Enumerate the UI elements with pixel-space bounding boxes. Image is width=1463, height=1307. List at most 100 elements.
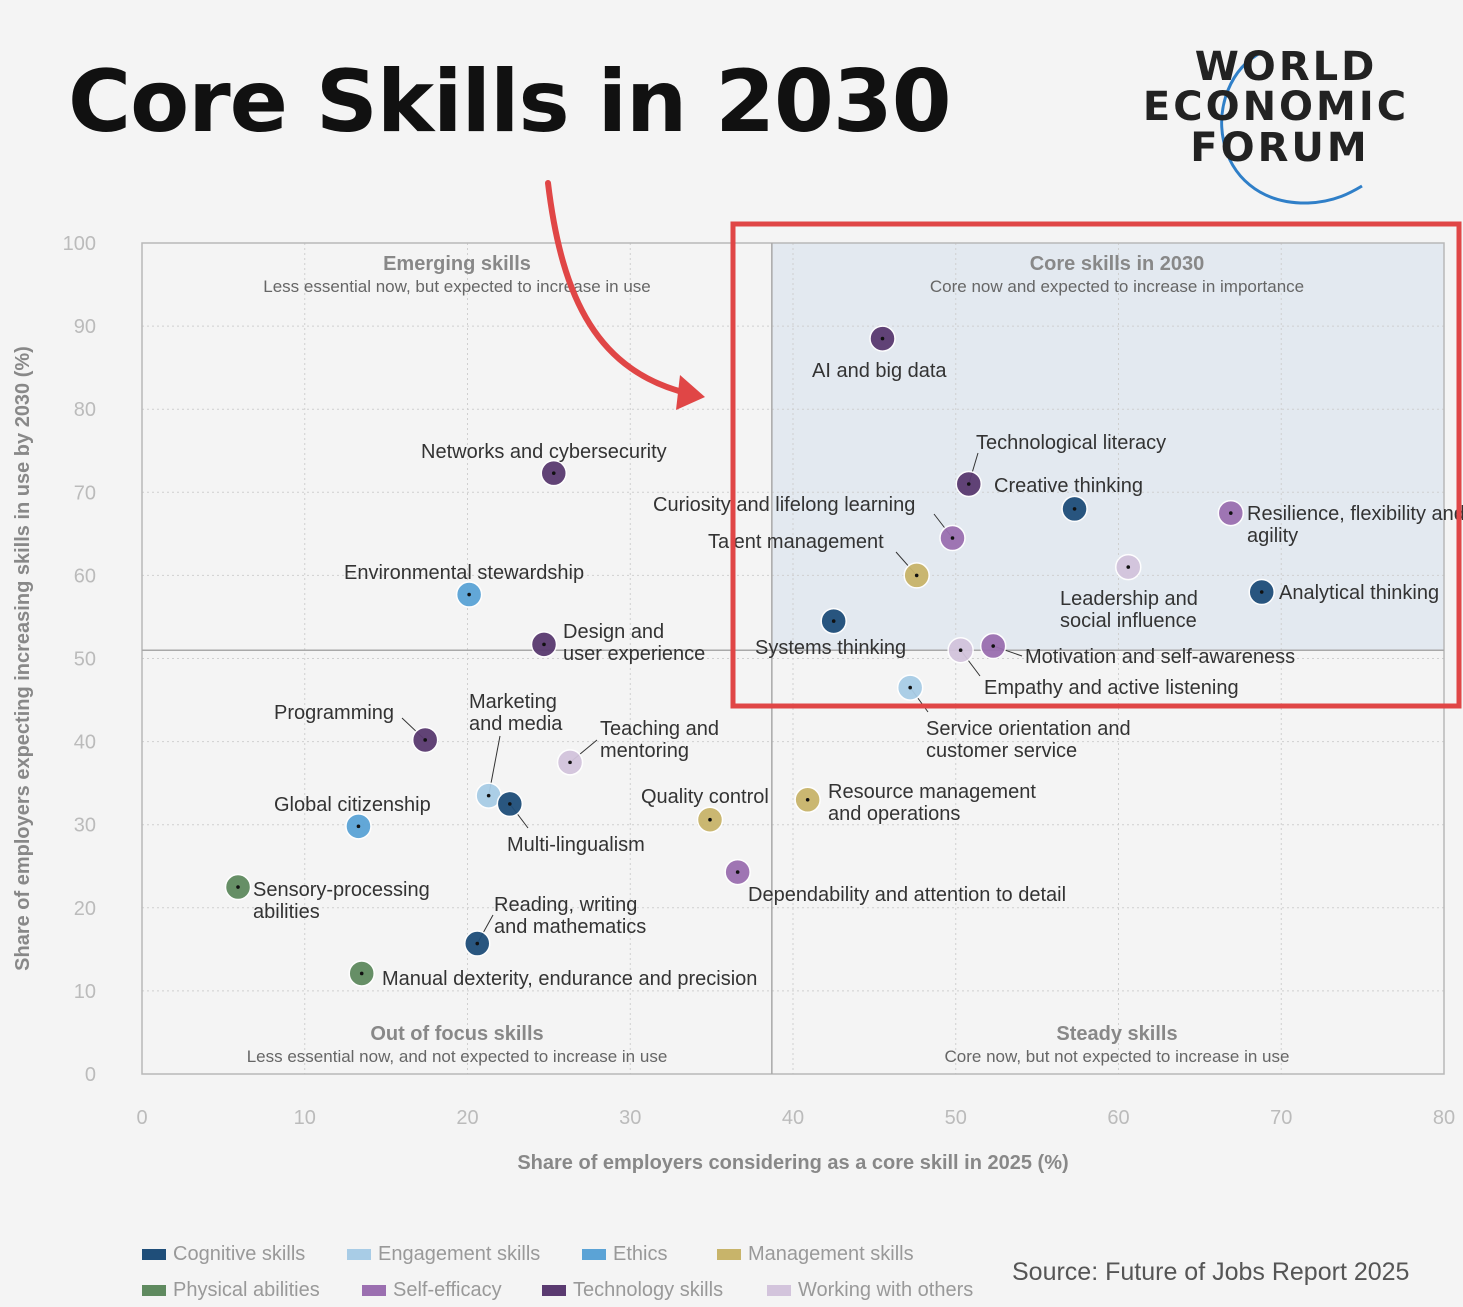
legend-swatch	[582, 1248, 606, 1260]
legend-swatch	[347, 1248, 371, 1260]
legend-swatch	[542, 1284, 566, 1296]
label-systems-thinking: Systems thinking	[755, 637, 906, 659]
quadrant-title-out-of-focus: Out of focus skills	[370, 1023, 543, 1045]
logo-line-economic: ECONOMIC	[1143, 84, 1409, 130]
point-center-analytical-thinking	[1259, 590, 1264, 594]
point-center-empathy-and-active-listening	[958, 648, 963, 652]
label-resource-management-and-operations: Resource management and operations	[828, 781, 1036, 825]
source-note: Source: Future of Jobs Report 2025	[1012, 1258, 1410, 1286]
highlight-arrow-head	[676, 375, 705, 410]
label-talent-management: Talent management	[708, 531, 884, 553]
label-resilience-flexibility-and-agility: Resilience, flexibility and agility	[1247, 503, 1463, 547]
point-center-multi-lingualism	[508, 802, 512, 806]
y-tick-label: 40	[74, 732, 96, 754]
label-programming: Programming	[274, 702, 394, 724]
label-dependability-and-attention-to-detail: Dependability and attention to detail	[748, 884, 1066, 906]
core-skills-region	[771, 243, 1444, 651]
point-center-leadership-and-social-influence	[1126, 565, 1131, 569]
y-tick-label: 10	[74, 981, 96, 1003]
point-center-resource-management-and-operations	[805, 797, 810, 802]
points-layer	[224, 325, 1275, 987]
page-title: Core Skills in 2030	[68, 52, 952, 152]
label-analytical-thinking: Analytical thinking	[1279, 582, 1439, 604]
logo-arc	[1220, 50, 1363, 205]
logo-line-world: WORLD	[1195, 44, 1378, 90]
y-tick-label: 30	[74, 815, 96, 837]
point-center-ai-and-big-data	[880, 336, 885, 341]
label-networks-and-cybersecurity: Networks and cybersecurity	[421, 441, 667, 463]
label-motivation-and-self-awareness: Motivation and self-awareness	[1025, 646, 1295, 668]
x-tick-label: 60	[1107, 1107, 1129, 1129]
legend-label: Ethics	[613, 1242, 668, 1265]
point-center-sensory-processing-abilities	[236, 885, 240, 889]
point-center-design-and-user-experience	[542, 642, 546, 647]
y-tick-label: 20	[74, 898, 96, 920]
legend-label: Management skills	[748, 1242, 914, 1265]
label-leadership-and-social-influence: Leadership and social influence	[1060, 588, 1198, 632]
y-tick-label: 70	[74, 482, 96, 504]
point-center-quality-control	[708, 817, 712, 822]
legend-label: Physical abilities	[173, 1278, 320, 1301]
quadrant-label-layer: Emerging skills Less essential now, but e…	[247, 253, 1304, 1066]
legend-swatch	[362, 1284, 386, 1296]
legend-swatch	[142, 1248, 166, 1260]
point-center-marketing-and-media	[486, 793, 491, 798]
x-tick-label: 40	[782, 1107, 804, 1129]
label-ai-and-big-data: AI and big data	[812, 360, 947, 382]
y-tick-label: 0	[85, 1064, 96, 1086]
quadrant-subtitle-steady: Core now, but not expected to increase i…	[945, 1047, 1290, 1066]
legend-swatch	[767, 1284, 791, 1296]
label-technological-literacy: Technological literacy	[976, 432, 1166, 454]
point-center-reading-writing-and-mathematics	[475, 941, 480, 946]
x-tick-label: 30	[619, 1107, 641, 1129]
point-center-creative-thinking	[1072, 507, 1077, 511]
core-skills-highlight-box	[730, 221, 1462, 709]
point-center-technological-literacy	[966, 482, 971, 486]
y-tick-label: 60	[74, 565, 96, 587]
y-axis-title: Share of employers expecting increasing …	[12, 346, 34, 971]
legend-swatch	[142, 1284, 166, 1296]
label-quality-control: Quality control	[641, 786, 769, 808]
legend-item-technology-skills: Technology skills	[542, 1278, 723, 1302]
label-reading-writing-and-mathematics: Reading, writing and mathematics	[494, 894, 646, 938]
legend-item-management-skills: Management skills	[717, 1242, 914, 1266]
point-center-networks-and-cybersecurity	[551, 471, 556, 475]
point-label-layer: AI and big data Technological literacy Cre…	[253, 360, 1463, 990]
x-tick-label: 80	[1433, 1107, 1455, 1129]
legend-item-working-with-others: Working with others	[767, 1278, 973, 1302]
legend-item-self-efficacy: Self-efficacy	[362, 1278, 502, 1302]
quadrant-title-core: Core skills in 2030	[1030, 253, 1205, 275]
highlight-arrow-shaft	[545, 180, 693, 397]
scatter-chart: 0 10 20 30 40 50 60 70 80 0 10 20 30 40 50 60 70 80 90 100 S…	[12, 180, 1463, 1174]
x-tick-label: 0	[136, 1107, 147, 1129]
legend-label: Engagement skills	[378, 1242, 541, 1265]
label-creative-thinking: Creative thinking	[994, 475, 1143, 497]
quadrant-subtitle-core: Core now and expected to increase in imp…	[930, 277, 1304, 296]
point-center-environmental-stewardship	[467, 592, 471, 597]
label-multi-lingualism: Multi-lingualism	[507, 834, 645, 856]
point-center-service-orientation-and-customer-service	[908, 685, 912, 690]
legend-item-ethics: Ethics	[582, 1242, 667, 1266]
quadrant-title-steady: Steady skills	[1056, 1023, 1177, 1045]
legend-label: Working with others	[798, 1278, 974, 1301]
label-sensory-processing-abilities: Sensory-processing abilities	[253, 879, 430, 923]
point-center-motivation-and-self-awareness	[991, 644, 995, 648]
y-tick-label: 80	[74, 399, 96, 421]
x-tick-label: 50	[945, 1107, 967, 1129]
label-environmental-stewardship: Environmental stewardship	[344, 562, 584, 584]
point-center-talent-management	[914, 573, 919, 578]
world-economic-forum-logo: WORLD ECONOMIC FORUM	[1143, 44, 1409, 205]
x-axis-title: Share of employers considering as a core…	[517, 1152, 1068, 1174]
quadrant-subtitle-out-of-focus: Less essential now, and not expected to …	[247, 1047, 668, 1066]
x-tick-label: 20	[456, 1107, 478, 1129]
label-empathy-and-active-listening: Empathy and active listening	[984, 677, 1239, 699]
label-service-orientation-and-customer-service: Service orientation and customer service	[926, 718, 1131, 762]
core-region-layer	[771, 243, 1444, 651]
logo-line-forum: FORUM	[1190, 125, 1369, 171]
label-curiosity-and-lifelong-learning: Curiosity and lifelong learning	[653, 494, 915, 516]
quadrant-subtitle-emerging: Less essential now, but expected to incr…	[263, 277, 650, 296]
point-center-programming	[423, 738, 427, 742]
label-marketing-and-media: Marketing and media	[469, 691, 563, 735]
y-tick-label: 50	[74, 649, 96, 671]
x-tick-label: 10	[294, 1107, 316, 1129]
